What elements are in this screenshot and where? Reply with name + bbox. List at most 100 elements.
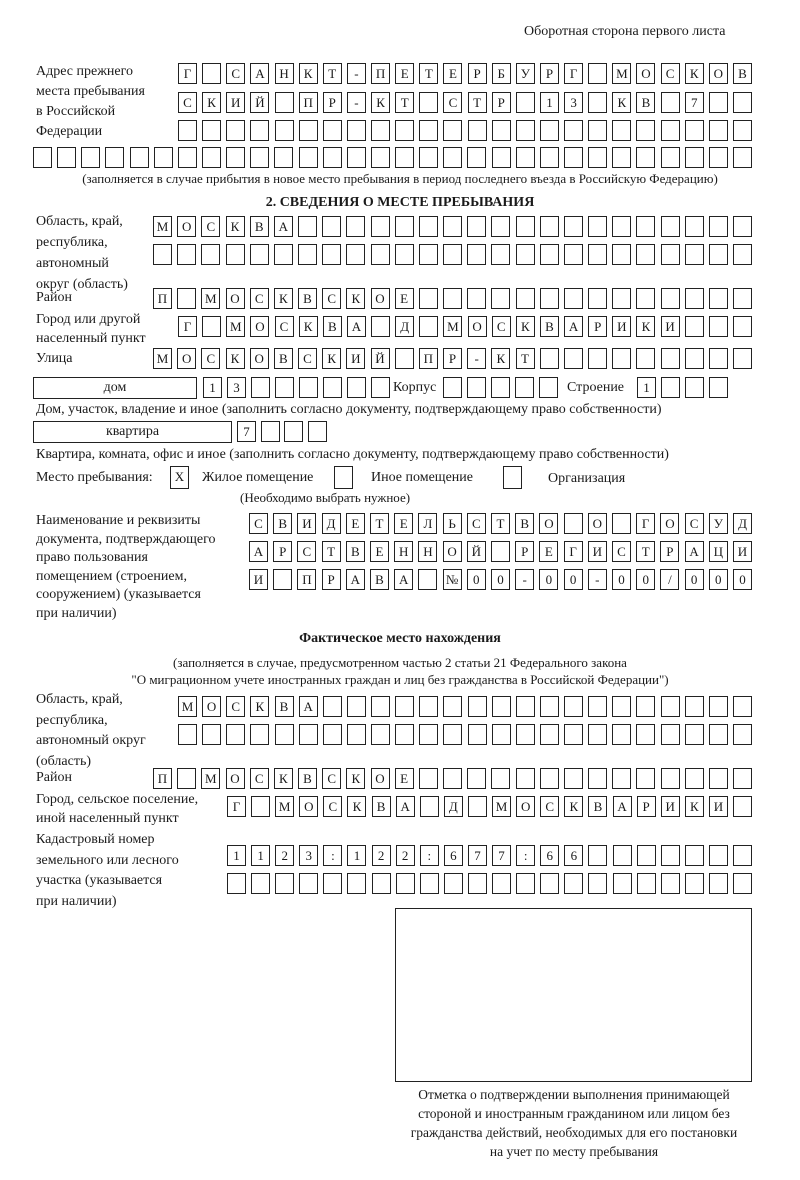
char-cell[interactable] xyxy=(684,216,704,237)
char-cell[interactable] xyxy=(660,244,680,265)
char-cell[interactable] xyxy=(708,873,728,894)
char-cell[interactable] xyxy=(660,845,680,866)
char-cell[interactable]: : xyxy=(516,845,536,866)
char-cell[interactable]: П xyxy=(297,569,317,590)
char-cell[interactable] xyxy=(322,216,342,237)
char-cell[interactable] xyxy=(250,724,270,745)
char-cell[interactable] xyxy=(443,147,463,168)
char-cell[interactable] xyxy=(588,845,608,866)
char-cell[interactable]: С xyxy=(201,216,221,237)
char-cell[interactable] xyxy=(563,348,583,369)
char-cell[interactable] xyxy=(307,421,327,442)
char-cell[interactable]: М xyxy=(443,316,463,337)
char-cell[interactable] xyxy=(660,873,680,894)
char-cell[interactable]: С xyxy=(322,288,342,309)
char-cell[interactable]: Г xyxy=(178,316,197,337)
char-cell[interactable]: С xyxy=(612,541,631,562)
char-cell[interactable]: 1 xyxy=(637,377,656,398)
char-cell[interactable]: Н xyxy=(418,541,438,562)
char-cell[interactable] xyxy=(443,288,462,309)
char-cell[interactable]: Р xyxy=(636,796,656,817)
char-cell[interactable] xyxy=(298,244,317,265)
char-cell[interactable] xyxy=(226,147,246,168)
char-cell[interactable] xyxy=(346,696,366,717)
char-cell[interactable] xyxy=(612,873,632,894)
apartment-type-field[interactable]: квартира xyxy=(33,421,232,443)
char-cell[interactable] xyxy=(733,120,752,141)
char-cell[interactable] xyxy=(588,244,607,265)
char-cell[interactable] xyxy=(226,120,246,141)
char-cell[interactable] xyxy=(443,873,463,894)
char-cell[interactable] xyxy=(733,724,752,745)
char-cell[interactable]: К xyxy=(491,348,511,369)
char-cell[interactable]: 7 xyxy=(684,92,704,113)
char-cell[interactable]: : xyxy=(323,845,343,866)
char-cell[interactable] xyxy=(612,696,632,717)
char-cell[interactable] xyxy=(636,845,656,866)
char-cell[interactable] xyxy=(394,348,414,369)
char-cell[interactable] xyxy=(33,147,52,168)
char-cell[interactable] xyxy=(612,348,632,369)
char-cell[interactable] xyxy=(491,696,511,717)
char-cell[interactable] xyxy=(323,377,342,398)
char-cell[interactable] xyxy=(201,147,221,168)
char-cell[interactable]: И xyxy=(587,541,607,562)
char-cell[interactable] xyxy=(370,244,390,265)
char-cell[interactable]: С xyxy=(226,63,246,84)
char-cell[interactable] xyxy=(708,348,728,369)
char-cell[interactable] xyxy=(251,873,271,894)
char-cell[interactable] xyxy=(539,288,559,309)
char-cell[interactable] xyxy=(588,147,608,168)
char-cell[interactable]: А xyxy=(298,696,318,717)
char-cell[interactable] xyxy=(346,120,366,141)
char-cell[interactable]: П xyxy=(418,348,438,369)
char-cell[interactable]: 1 xyxy=(227,845,246,866)
char-cell[interactable] xyxy=(684,873,704,894)
char-cell[interactable] xyxy=(467,696,487,717)
char-cell[interactable] xyxy=(612,120,632,141)
char-cell[interactable]: К xyxy=(347,796,367,817)
char-cell[interactable] xyxy=(516,873,536,894)
char-cell[interactable] xyxy=(395,147,415,168)
char-cell[interactable] xyxy=(733,873,752,894)
char-cell[interactable] xyxy=(299,873,319,894)
char-cell[interactable] xyxy=(733,845,752,866)
char-cell[interactable]: 0 xyxy=(466,569,486,590)
char-cell[interactable]: О xyxy=(249,348,269,369)
char-cell[interactable]: О xyxy=(442,541,462,562)
char-cell[interactable] xyxy=(419,724,439,745)
char-cell[interactable]: А xyxy=(273,216,293,237)
char-cell[interactable]: Е xyxy=(394,768,414,789)
char-cell[interactable]: М xyxy=(612,63,632,84)
char-cell[interactable] xyxy=(733,92,752,113)
char-cell[interactable]: Й xyxy=(250,92,270,113)
char-cell[interactable]: В xyxy=(322,316,342,337)
char-cell[interactable]: М xyxy=(153,348,172,369)
char-cell[interactable]: К xyxy=(684,63,704,84)
char-cell[interactable]: / xyxy=(660,569,680,590)
char-cell[interactable]: 0 xyxy=(491,569,510,590)
option-residential-checkbox[interactable]: X xyxy=(170,466,189,489)
char-cell[interactable]: У xyxy=(515,63,535,84)
char-cell[interactable] xyxy=(419,316,439,337)
char-cell[interactable]: О xyxy=(225,768,245,789)
char-cell[interactable]: И xyxy=(733,541,752,562)
char-cell[interactable] xyxy=(443,696,463,717)
char-cell[interactable] xyxy=(227,873,246,894)
char-cell[interactable] xyxy=(733,216,752,237)
char-cell[interactable]: О xyxy=(202,696,222,717)
char-cell[interactable] xyxy=(588,120,608,141)
char-cell[interactable] xyxy=(371,724,391,745)
char-cell[interactable]: О xyxy=(299,796,319,817)
char-cell[interactable] xyxy=(298,216,317,237)
char-cell[interactable]: О xyxy=(539,513,559,534)
char-cell[interactable] xyxy=(708,768,728,789)
char-cell[interactable] xyxy=(684,316,704,337)
char-cell[interactable]: У xyxy=(708,513,728,534)
char-cell[interactable] xyxy=(515,288,535,309)
char-cell[interactable]: О xyxy=(177,216,197,237)
char-cell[interactable] xyxy=(515,244,535,265)
char-cell[interactable] xyxy=(684,845,704,866)
char-cell[interactable]: Е xyxy=(370,541,389,562)
char-cell[interactable]: Г xyxy=(563,541,583,562)
